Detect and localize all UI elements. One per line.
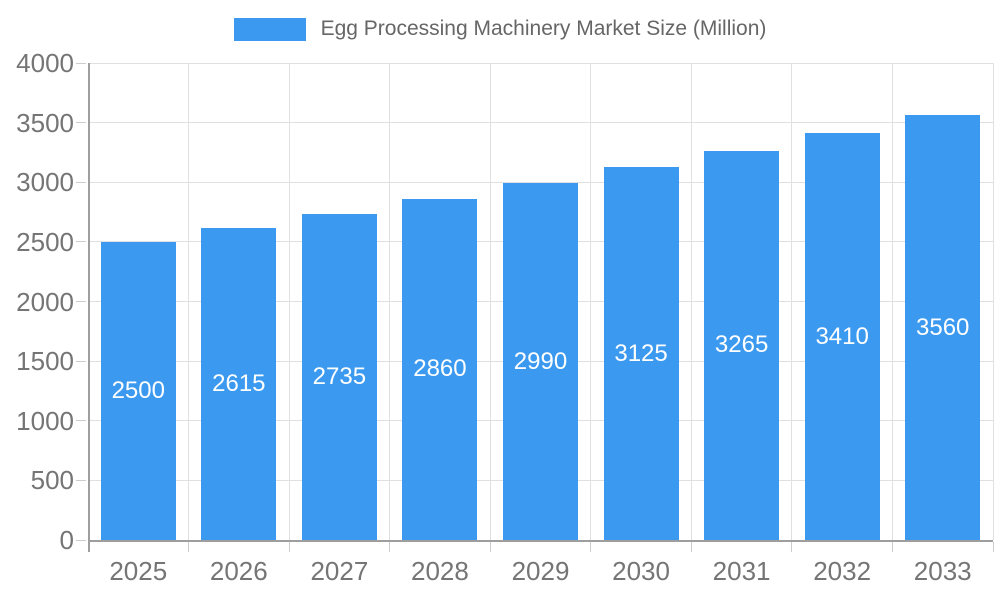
x-gridline (188, 63, 190, 540)
x-axis-tick (590, 542, 592, 552)
y-axis-line (88, 63, 90, 552)
x-axis-line (88, 540, 993, 542)
bar[interactable]: 3410 (804, 133, 880, 540)
bar-value-label: 3560 (916, 313, 970, 341)
x-axis-label: 2032 (813, 556, 872, 586)
x-gridline (590, 63, 592, 540)
x-axis-tick (389, 542, 391, 552)
x-axis-label: 2031 (712, 556, 771, 586)
x-axis-tick (992, 542, 994, 552)
x-axis-label: 2028 (411, 556, 469, 586)
x-gridline (288, 63, 290, 540)
bar[interactable]: 2735 (301, 213, 377, 540)
bar[interactable]: 2990 (503, 183, 578, 540)
bar-value-label: 2990 (513, 347, 568, 375)
x-gridline (891, 63, 893, 540)
y-axis-tick (76, 479, 86, 481)
x-axis-tick (891, 542, 893, 552)
bar-value-label: 2500 (111, 376, 165, 404)
x-axis-label: 2033 (913, 556, 972, 586)
x-axis-label: 2027 (310, 556, 369, 586)
x-axis-label: 2030 (612, 556, 670, 586)
bar[interactable]: 3265 (704, 150, 780, 540)
y-axis-label: 3500 (16, 107, 74, 138)
y-gridline (88, 181, 993, 183)
y-axis-tick (76, 420, 86, 422)
y-axis-label: 2500 (16, 226, 74, 257)
y-axis-label: 500 (30, 465, 74, 496)
y-axis-label: 1500 (16, 346, 74, 377)
bar[interactable]: 3560 (905, 115, 981, 540)
plot-area: 0 500 1000 1500 2000 2500 3000 3500 4000 2500 2025… (16, 48, 994, 586)
bar[interactable]: 2500 (100, 241, 176, 540)
y-axis-tick (76, 122, 86, 124)
x-gridline (791, 63, 793, 540)
y-gridline (88, 122, 993, 124)
y-axis-tick (76, 360, 86, 362)
y-axis-tick (76, 181, 86, 183)
x-gridline (690, 63, 692, 540)
x-gridline (992, 63, 994, 540)
y-axis-tick (76, 539, 86, 541)
x-axis-label: 2025 (109, 556, 168, 586)
bar-value-label: 3125 (614, 339, 668, 367)
bar[interactable]: 2860 (402, 198, 478, 540)
x-gridline (389, 63, 391, 540)
y-axis-label: 2000 (16, 286, 74, 317)
x-axis-tick (188, 542, 190, 552)
x-axis-tick (489, 542, 491, 552)
y-axis-label: 4000 (16, 48, 74, 78)
y-axis-tick (76, 241, 86, 243)
y-gridline (88, 62, 993, 64)
y-axis-tick (76, 301, 86, 302)
bar-value-label: 2615 (212, 370, 266, 398)
bar-value-label: 3410 (815, 322, 869, 350)
y-axis-label: 3000 (16, 167, 74, 198)
x-axis-label: 2029 (511, 556, 570, 586)
legend-label: Egg Processing Machinery Market Size (Mi… (320, 17, 767, 40)
y-axis-tick (76, 62, 86, 64)
x-axis-tick (791, 542, 793, 552)
bar[interactable]: 2615 (201, 228, 277, 540)
bar-value-label: 2860 (413, 355, 467, 383)
y-axis-label: 1000 (16, 405, 74, 436)
x-axis-tick (690, 542, 692, 552)
bar-value-label: 2735 (312, 362, 367, 390)
x-axis-label: 2026 (209, 556, 268, 586)
legend-swatch (233, 17, 306, 41)
bar-value-label: 3265 (714, 331, 769, 359)
y-axis-label: 0 (59, 525, 74, 555)
x-gridline (489, 63, 491, 540)
bar[interactable]: 3125 (603, 167, 679, 540)
legend[interactable]: Egg Processing Machinery Market Size (Mi… (0, 15, 1000, 43)
x-axis-tick (288, 542, 290, 552)
